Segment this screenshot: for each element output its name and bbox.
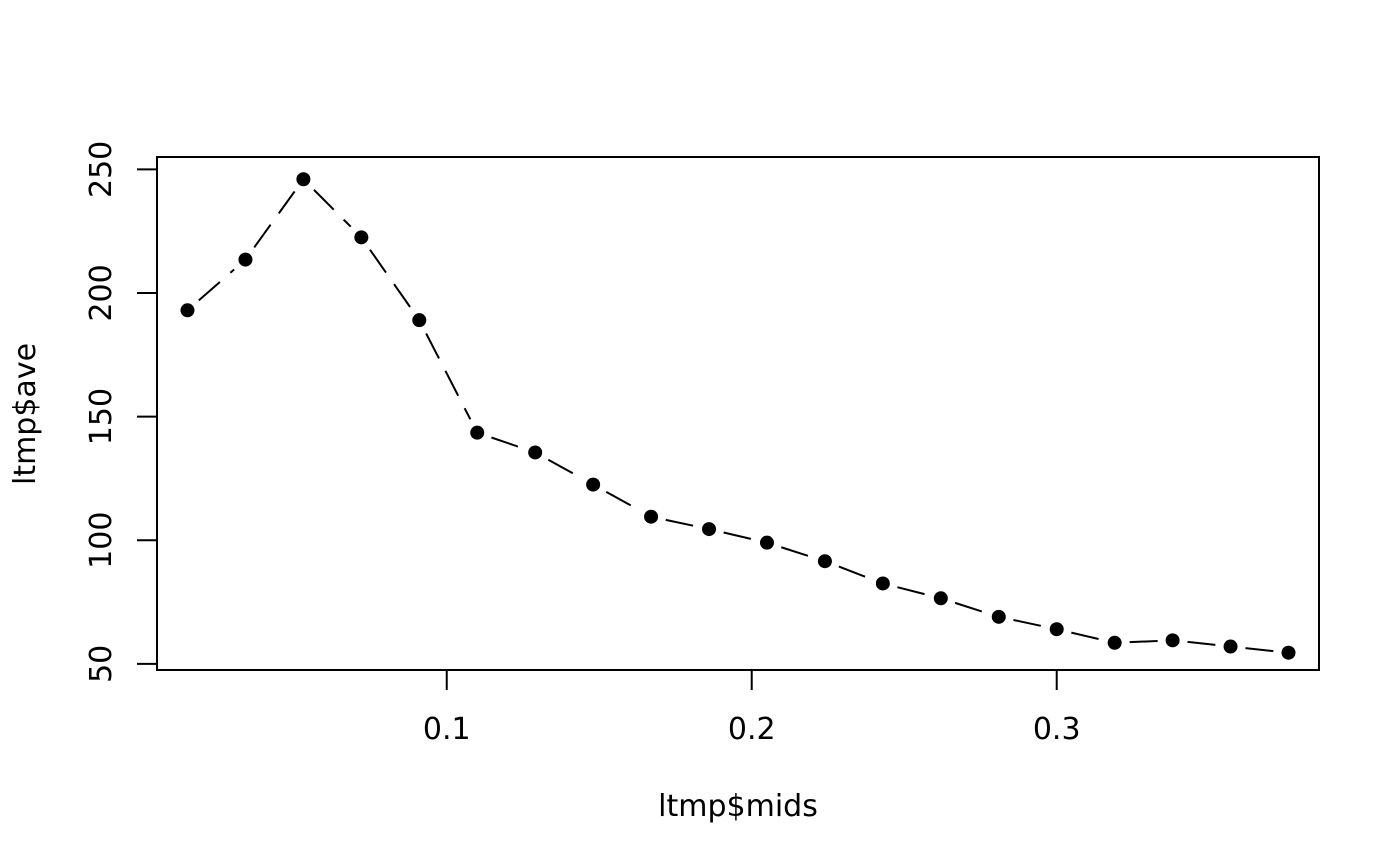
data-point-13 [933,591,948,606]
data-point-17 [1165,633,1180,648]
data-point-12 [875,576,890,591]
x-tick-label-1: 0.2 [728,712,776,747]
y-tick-label-1: 100 [84,512,119,569]
series-segment-10 [780,546,811,558]
series-segment-1 [253,190,296,249]
data-point-16 [1107,635,1122,650]
series-segment-7 [605,490,639,511]
series-segment-13 [954,601,985,614]
series-segment-2 [313,189,352,228]
series-segment-18 [1245,647,1274,653]
data-point-10 [759,535,774,550]
series-segment-9 [723,531,753,541]
series-segment-17 [1187,640,1216,646]
x-axis: 0.1 0.2 0.3 [423,670,1081,747]
data-point-14 [991,609,1006,624]
series-segment-15 [1071,631,1101,641]
data-point-9 [702,522,717,537]
plot-frame [156,156,1320,671]
x-tick-label-0: 0.1 [423,712,471,747]
series-segment-11 [838,565,870,580]
x-tick-label-2: 0.3 [1033,712,1081,747]
data-point-19 [1281,645,1296,660]
data-point-18 [1223,639,1238,654]
series-segment-4 [425,333,472,420]
y-tick-label-0: 50 [84,645,119,683]
data-point-15 [1049,622,1064,637]
data-point-6 [528,445,543,460]
data-point-7 [586,477,601,492]
data-point-3 [354,230,369,245]
data-point-4 [412,313,427,328]
y-tick-label-4: 250 [84,141,119,198]
series-segment-0 [198,268,235,302]
series-segment-8 [665,518,695,527]
y-tick-label-3: 200 [84,264,119,321]
series-segment-12 [897,586,927,596]
data-point-5 [470,425,485,440]
y-axis: 50 100 150 200 250 [84,141,158,683]
data-point-0 [180,303,195,318]
series-points [180,172,1296,660]
series-segment-6 [547,458,581,479]
series-segment-16 [1129,639,1158,644]
y-tick-label-2: 150 [84,388,119,445]
x-axis-label: ltmp$mids [658,789,818,824]
data-point-11 [817,554,832,569]
y-axis-label: ltmp$ave [8,343,43,485]
series-line [198,189,1274,653]
series-segment-14 [1013,618,1043,628]
series-segment-5 [491,436,522,449]
data-point-1 [238,252,253,267]
series-segment-3 [369,249,412,309]
data-point-8 [644,509,659,524]
data-point-2 [296,172,311,187]
